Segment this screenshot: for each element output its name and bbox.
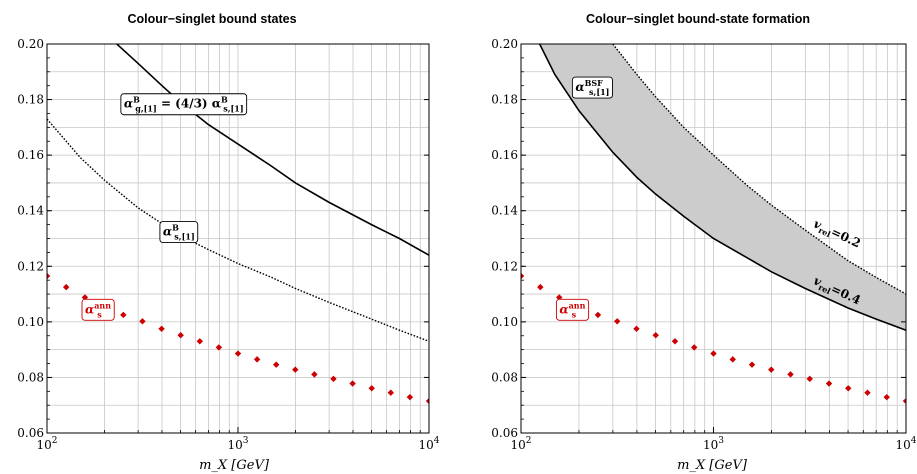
data-point — [62, 283, 70, 291]
data-point — [47, 272, 51, 280]
y-tick-label: 0.14 — [17, 204, 44, 218]
data-point — [806, 375, 813, 383]
axis-ticks: 0.06 0.08 0.10 0.12 0.14 0.16 0.18 0.20 102 103 10… — [491, 37, 916, 452]
y-tick-label: 0.10 — [17, 315, 44, 329]
x-tick-label: 104 — [895, 436, 916, 452]
data-point — [406, 393, 414, 401]
label-text: αann s — [85, 300, 111, 319]
data-point — [768, 366, 775, 373]
data-point — [215, 344, 223, 351]
band-fill — [539, 44, 906, 331]
y-tick-label: 0.08 — [491, 370, 518, 384]
label-box — [120, 93, 248, 116]
data-point — [710, 350, 717, 357]
y-tick-label: 0.16 — [17, 148, 44, 162]
data-point — [902, 397, 906, 405]
y-tick-label: 0.06 — [491, 426, 518, 440]
y-tick-label: 0.18 — [17, 93, 44, 107]
label-box — [159, 221, 199, 244]
data-point — [691, 344, 698, 351]
series-line — [47, 118, 429, 342]
y-tick-label: 0.06 — [17, 426, 44, 440]
data-point — [349, 380, 356, 387]
curve-label: αann s — [81, 298, 115, 321]
data-point — [368, 385, 375, 392]
chart-title: Colour−singlet bound states — [127, 12, 296, 26]
y-tick-label: 0.20 — [491, 37, 518, 51]
data-point — [845, 385, 852, 392]
data-point — [139, 318, 146, 325]
curve-labels: αB g,[1] = (4/3) αB s,[1] αB s,[1] αann s — [81, 93, 248, 321]
data-point — [234, 350, 242, 357]
plot-area — [521, 44, 906, 405]
chart-panel-right: Colour−singlet bound-state formation 0.0… — [491, 12, 916, 473]
data-point — [177, 331, 184, 339]
data-point — [864, 389, 871, 396]
data-point — [671, 338, 679, 345]
data-point — [594, 311, 602, 319]
x-tick-label: 103 — [703, 436, 724, 452]
x-axis-label: m_X [GeV] — [199, 458, 270, 473]
y-tick-label: 0.08 — [17, 370, 44, 384]
data-point — [425, 397, 429, 405]
data-point — [825, 380, 833, 387]
y-tick-label: 0.12 — [491, 259, 518, 273]
data-point — [521, 272, 525, 280]
label-text: αB g,[1] = (4/3) αB s,[1] — [124, 95, 244, 114]
axis-ticks: 0.06 0.08 0.10 0.12 0.14 0.16 0.18 0.20 102 103 10… — [17, 37, 439, 452]
series-line — [116, 44, 429, 256]
label-text: αB s,[1] — [163, 223, 195, 242]
data-point — [729, 356, 736, 363]
curve-label: αBSF s,[1] — [571, 76, 613, 99]
chart-title: Colour−singlet bound-state formation — [586, 12, 810, 26]
y-tick-label: 0.18 — [491, 93, 518, 107]
data-point — [311, 371, 318, 378]
data-point — [292, 366, 299, 373]
data-point — [787, 371, 794, 378]
series-line — [538, 44, 906, 331]
data-point — [633, 325, 640, 333]
y-tick-label: 0.16 — [491, 148, 518, 162]
y-tick-label: 0.10 — [491, 315, 518, 329]
data-point — [748, 361, 756, 368]
label-box — [555, 298, 590, 321]
data-point — [387, 389, 395, 396]
data-point — [273, 361, 280, 368]
data-point — [196, 338, 204, 345]
label-text: αBSF s,[1] — [575, 78, 609, 97]
label-box — [81, 298, 115, 321]
x-axis-label: m_X [GeV] — [677, 458, 748, 473]
plot-area — [47, 44, 429, 405]
data-point — [613, 318, 621, 325]
data-point — [330, 375, 337, 383]
curve-label: αB g,[1] = (4/3) αB s,[1] — [120, 93, 248, 116]
data-point — [652, 331, 659, 339]
y-tick-label: 0.14 — [491, 204, 518, 218]
data-point — [883, 393, 890, 401]
x-tick-label: 102 — [510, 436, 531, 452]
label-box — [571, 76, 613, 99]
y-tick-label: 0.20 — [17, 37, 44, 51]
y-tick-label: 0.12 — [17, 259, 44, 273]
x-tick-label: 102 — [36, 436, 57, 452]
curve-label: αann s — [555, 298, 590, 321]
x-tick-label: 104 — [418, 436, 439, 452]
label-text: αann s — [559, 300, 585, 319]
series-line — [612, 44, 906, 295]
x-tick-label: 103 — [227, 436, 248, 452]
data-point — [120, 311, 127, 319]
chart-panel-left: Colour−singlet bound states 0.06 0.08 0.10… — [17, 12, 439, 473]
data-point — [253, 356, 261, 363]
data-point — [158, 325, 165, 333]
data-point — [537, 283, 544, 291]
curve-label: αB s,[1] — [159, 221, 199, 244]
